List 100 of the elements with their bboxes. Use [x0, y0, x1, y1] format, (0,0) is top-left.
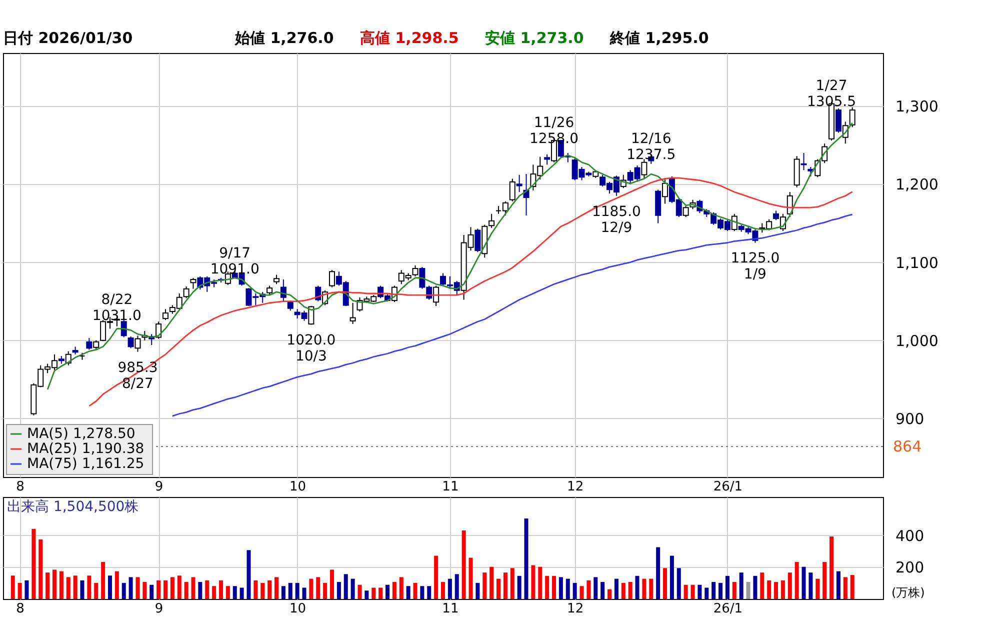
bar [10, 576, 15, 599]
bar [788, 572, 792, 599]
bar [427, 586, 432, 599]
bar [80, 580, 84, 599]
bar [558, 577, 563, 599]
bar [774, 582, 778, 599]
bar [38, 539, 43, 599]
legend-label: MA(5) 1,278.50 [27, 426, 136, 442]
bar [434, 556, 438, 599]
bar [503, 572, 508, 599]
bar [843, 577, 848, 599]
bar [698, 584, 702, 599]
bar [268, 580, 272, 599]
text: 始値 1,276.0 [234, 29, 334, 47]
candlestick [544, 154, 550, 166]
bar [767, 580, 772, 599]
candlestick [183, 286, 190, 299]
bar [476, 582, 480, 599]
x-tick-label: 11 [442, 480, 459, 494]
x-tick-label: 10 [290, 480, 306, 494]
bar [600, 582, 605, 599]
bar [226, 586, 230, 599]
bar [316, 577, 320, 599]
annotation: 1125.0 1/9 [730, 250, 780, 283]
x-tick-label: 26/1 [713, 602, 743, 616]
bar [517, 576, 522, 599]
y-axis-title: (万株) [892, 586, 925, 600]
bar [358, 584, 362, 599]
x-tick-label: 8 [16, 480, 24, 494]
bar [32, 528, 36, 599]
bar [274, 577, 278, 599]
y-tick-label: 400 [896, 526, 924, 545]
bar [198, 582, 202, 599]
bar [462, 530, 466, 599]
bar [191, 577, 196, 599]
candlestick [662, 178, 668, 204]
bar [59, 571, 64, 599]
bar [177, 576, 182, 599]
bar [122, 582, 126, 599]
text: 終値 1,295.0 [609, 29, 709, 47]
annotation: 8/22 1031.0 [92, 292, 142, 324]
candlestick [641, 158, 648, 178]
bar [378, 588, 383, 599]
x-tick-label: 9 [154, 602, 164, 616]
x-tick-label: 26/1 [713, 480, 743, 494]
bar [753, 576, 758, 599]
bar [128, 577, 133, 599]
candlestick [509, 178, 516, 202]
bar [663, 568, 668, 599]
bar [830, 536, 834, 599]
bar [739, 572, 744, 599]
bar [684, 584, 688, 599]
text: 高値 1,298.5 [360, 29, 459, 47]
bar [524, 518, 528, 599]
bar [163, 580, 168, 599]
candlestick [134, 335, 141, 352]
bar [816, 578, 820, 599]
candlestick [835, 108, 842, 134]
bar [288, 582, 292, 599]
bar [254, 580, 258, 599]
bar [614, 578, 618, 599]
candlestick [800, 152, 807, 171]
bar [302, 588, 306, 599]
bar [392, 582, 396, 599]
bar [586, 580, 591, 599]
bar [170, 577, 174, 599]
bar [413, 582, 418, 599]
annotation: 1185.0 12/9 [592, 204, 641, 236]
chart-title: 出来高 1,504,500株 [7, 499, 139, 515]
bar [281, 586, 286, 599]
bar [420, 586, 424, 599]
bar [246, 550, 251, 599]
bar [510, 568, 514, 599]
candlestick [162, 308, 168, 321]
bar [746, 582, 750, 599]
bar [725, 576, 730, 599]
y-tick-label: 1,200 [896, 176, 938, 194]
annotation: 1/27 1305.5 [807, 78, 856, 110]
bar [642, 578, 646, 599]
bar [628, 582, 632, 599]
bar [780, 580, 785, 599]
y-tick-label: 1,000 [896, 332, 938, 350]
candlestick [190, 277, 196, 290]
bar [760, 572, 764, 599]
annotation: 1020.0 10/3 [286, 332, 336, 365]
bar [18, 582, 22, 599]
bar [372, 588, 376, 599]
bar [608, 589, 612, 599]
bar [24, 580, 29, 599]
annotation: 9/17 1091.0 [210, 245, 260, 278]
ref-line-label: 864 [893, 438, 922, 456]
text: 安値 1,273.0 [485, 29, 584, 47]
x-tick-label: 9 [154, 480, 164, 494]
bar [386, 584, 390, 599]
annotation: 12/16 1237.5 [626, 130, 676, 163]
bar [94, 582, 98, 599]
candlestick [120, 320, 127, 338]
bar [399, 577, 404, 599]
bar [330, 570, 334, 599]
bar [350, 578, 355, 599]
